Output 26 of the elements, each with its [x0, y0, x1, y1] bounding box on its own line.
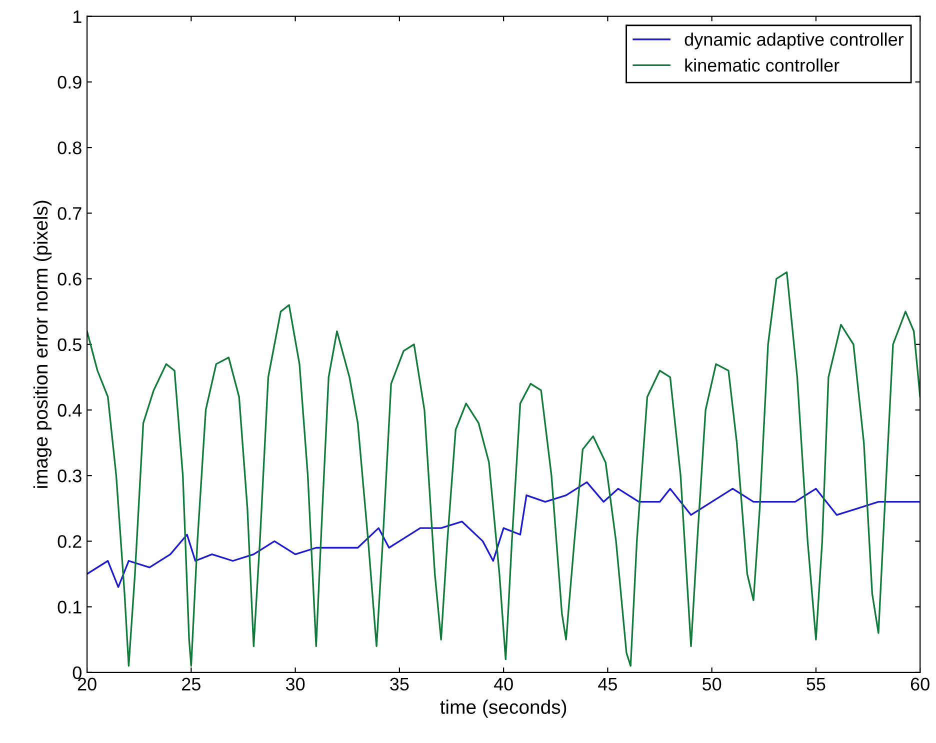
x-tick-label: 30: [286, 678, 305, 691]
y-axis-title: image position error norm (pixels): [33, 200, 52, 488]
y-tick-label: 0.4: [58, 404, 82, 417]
x-tick-label: 40: [494, 678, 513, 691]
x-tick-label: 20: [78, 678, 96, 691]
y-tick-label: 0: [72, 666, 82, 680]
line-series: [87, 271, 920, 667]
x-tick-label: 35: [390, 678, 409, 691]
x-tick-label: 25: [182, 678, 200, 691]
y-tick-label: 0.1: [58, 600, 82, 614]
x-axis-title: time (seconds): [440, 700, 566, 718]
x-tick-label: 55: [806, 678, 826, 691]
line-series: [87, 481, 920, 588]
legend-label: kinematic controller: [685, 58, 840, 72]
y-tick-label: 0.3: [58, 470, 82, 482]
x-tick-label: 45: [598, 678, 617, 691]
y-tick-label: 0.2: [58, 535, 82, 548]
x-tick-label: 50: [702, 678, 722, 691]
y-tick-label: 0.6: [58, 272, 82, 286]
y-tick-label: 0.5: [58, 338, 82, 352]
y-tick-label: 0.7: [58, 207, 82, 220]
y-tick-label: 0.9: [58, 76, 82, 89]
legend-label: dynamic adaptive controller: [684, 32, 904, 50]
x-tick-label: 60: [910, 678, 930, 691]
y-tick-label: 1: [74, 10, 82, 23]
y-tick-label: 0.8: [58, 141, 82, 154]
